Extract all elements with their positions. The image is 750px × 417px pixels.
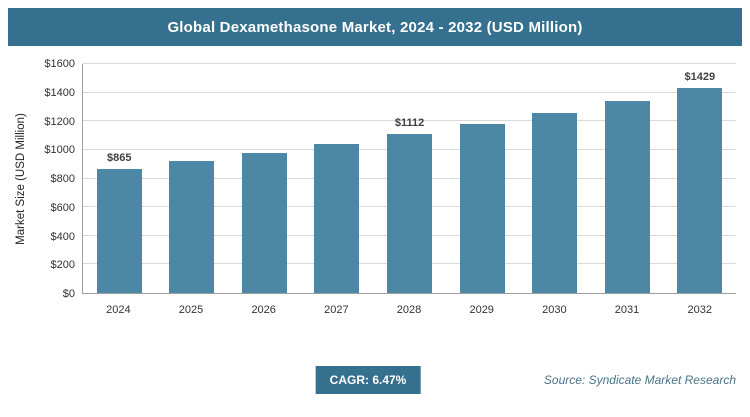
bar-group-2031: [591, 64, 664, 293]
y-tick-label: $200: [50, 259, 75, 272]
x-tick-label: 2030: [542, 304, 567, 316]
x-tick-label: 2032: [687, 304, 712, 316]
source-attribution: Source: Syndicate Market Research: [543, 373, 736, 387]
bar-chart: Market Size (USD Million) $0 $200 $400 $600…: [10, 58, 736, 326]
y-tick-label: $1000: [44, 144, 75, 157]
y-tick-label: $1600: [44, 58, 75, 70]
x-tick-label: 2028: [396, 304, 422, 316]
bar-2027: [314, 143, 360, 293]
bar-group-2027: [301, 64, 374, 293]
y-tick-label: $1400: [44, 86, 75, 99]
bar-value-label: $865: [107, 152, 132, 165]
bar-value-label: $1429: [684, 71, 716, 84]
bar-value-label: $1112: [394, 116, 425, 129]
x-tick-label: 2026: [251, 304, 276, 316]
bar-group-2032: $1429: [664, 64, 737, 293]
bar-2026: [241, 152, 287, 293]
bar-group-2025: [156, 64, 229, 293]
y-axis-title: Market Size (USD Million): [10, 64, 32, 294]
bar-2024: [96, 169, 142, 293]
x-tick-label: 2031: [614, 304, 640, 316]
cagr-badge: CAGR: 6.47%: [315, 366, 421, 394]
bar-2028: [387, 133, 433, 293]
y-tick-label: $800: [50, 173, 75, 185]
footer: CAGR: 6.47% Source: Syndicate Market Res…: [0, 366, 736, 396]
x-tick-label: 2027: [324, 304, 349, 316]
y-axis-ticks: $0 $200 $400 $600 $800 $1000 $1200 $1400 $1600: [32, 58, 82, 300]
y-tick-label: $400: [50, 230, 75, 243]
x-tick-label: 2024: [106, 304, 131, 316]
gridline: [83, 91, 736, 93]
bars-container: $865 $1112 $1429: [83, 64, 736, 293]
y-axis-title-text: Market Size (USD Million): [15, 113, 27, 245]
plot-area: $865 $1112 $1429: [82, 63, 736, 294]
y-tick-label: $0: [62, 288, 75, 300]
chart-title: Global Dexamethasone Market, 2024 - 2032…: [167, 18, 583, 36]
bar-2031: [604, 100, 650, 293]
bar-2029: [459, 123, 505, 293]
y-tick-label: $600: [50, 201, 75, 214]
bar-group-2029: [446, 64, 519, 293]
bar-group-2024: $865: [83, 64, 156, 293]
bar-2025: [169, 161, 215, 293]
bar-group-2028: $1112: [373, 64, 446, 293]
chart-title-banner: Global Dexamethasone Market, 2024 - 2032…: [8, 8, 742, 46]
bar-2030: [532, 112, 578, 293]
x-tick-label: 2025: [178, 304, 204, 316]
gridline: [83, 63, 736, 64]
bar-group-2030: [518, 64, 591, 293]
x-axis-labels: 2024 2025 2026 2027 2028 2029 2030 2031 2032: [82, 294, 736, 320]
bar-group-2026: [228, 64, 301, 293]
bar-2032: [677, 88, 723, 293]
y-tick-label: $1200: [44, 115, 75, 128]
x-tick-label: 2029: [469, 304, 494, 316]
gridline: [83, 120, 736, 122]
